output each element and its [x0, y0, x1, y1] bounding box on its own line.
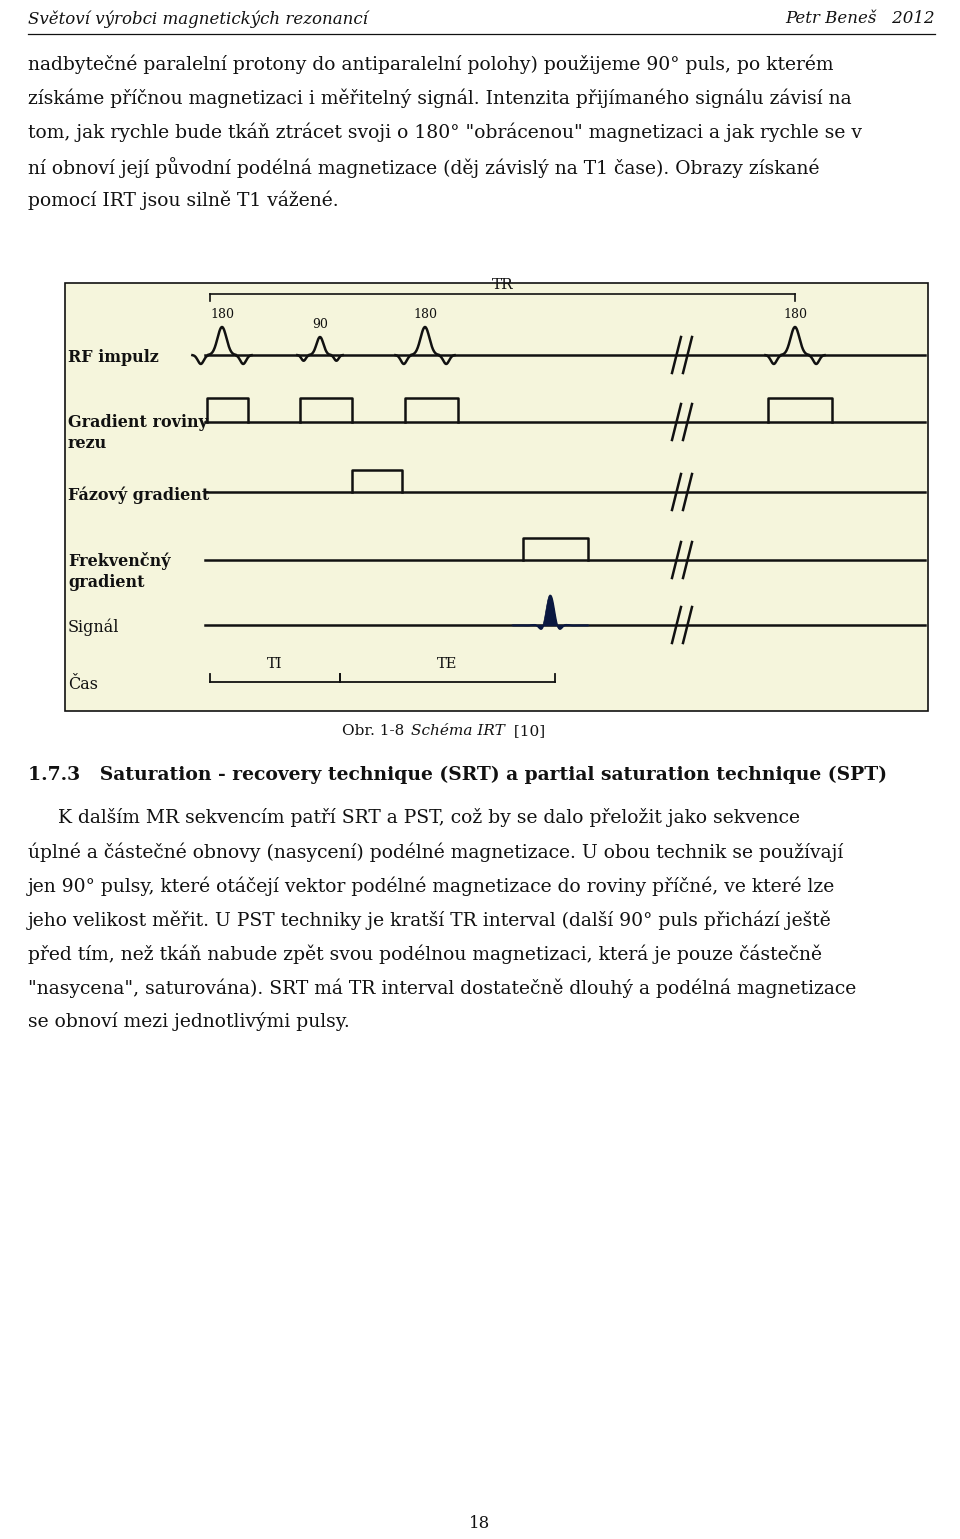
Text: Fázový gradient: Fázový gradient	[68, 486, 209, 503]
Text: 180: 180	[210, 308, 234, 322]
Text: před tím, než tkáň nabude zpět svou podélnou magnetizaci, která je pouze částečn: před tím, než tkáň nabude zpět svou podé…	[28, 943, 822, 963]
Text: Schéma IRT: Schéma IRT	[411, 723, 505, 739]
Bar	[65, 283, 928, 711]
Text: jeho velikost měřit. U PST techniky je kratší TR interval (další 90° puls přichá: jeho velikost měřit. U PST techniky je k…	[28, 910, 831, 930]
Text: 18: 18	[469, 1514, 491, 1531]
Text: Signál: Signál	[68, 619, 119, 637]
Text: RF impulz: RF impulz	[68, 349, 158, 366]
Text: K dalším MR sekvencím patří SRT a PST, což by se dalo přeložit jako sekvence: K dalším MR sekvencím patří SRT a PST, c…	[28, 808, 800, 826]
Text: TE: TE	[438, 657, 458, 671]
Text: Čas: Čas	[68, 676, 98, 693]
Text: jen 90° pulsy, které otáčejí vektor podélné magnetizace do roviny příčné, ve kte: jen 90° pulsy, které otáčejí vektor podé…	[28, 876, 835, 896]
Text: ní obnoví její původní podélná magnetizace (děj závislý na T1 čase). Obrazy získ: ní obnoví její původní podélná magnetiza…	[28, 157, 820, 179]
Text: TR: TR	[492, 279, 514, 292]
Text: 1.7.3   Saturation - recovery technique (SRT) a partial saturation technique (SP: 1.7.3 Saturation - recovery technique (S…	[28, 766, 887, 785]
Text: Petr Beneš   2012: Petr Beneš 2012	[785, 9, 935, 28]
Text: 90: 90	[312, 319, 328, 331]
Text: 180: 180	[413, 308, 437, 322]
Text: "nasycena", saturována). SRT má TR interval dostatečně dlouhý a podélná magnetiz: "nasycena", saturována). SRT má TR inter…	[28, 977, 856, 997]
Text: Gradient roviny
rezu: Gradient roviny rezu	[68, 414, 208, 452]
Text: Světoví výrobci magnetických rezonancí: Světoví výrobci magnetických rezonancí	[28, 9, 368, 28]
Text: nadbytečné paralelní protony do antiparalelní polohy) použijeme 90° puls, po kte: nadbytečné paralelní protony do antipara…	[28, 55, 833, 74]
Text: tom, jak rychle bude tkáň ztrácet svoji o 180° "obrácenou" magnetizaci a jak ryc: tom, jak rychle bude tkáň ztrácet svoji …	[28, 123, 862, 143]
Text: se obnoví mezi jednotlivými pulsy.: se obnoví mezi jednotlivými pulsy.	[28, 1013, 349, 1031]
Text: úplné a částečné obnovy (nasycení) podélné magnetizace. U obou technik se použív: úplné a částečné obnovy (nasycení) podél…	[28, 842, 843, 862]
Text: získáme příčnou magnetizaci i měřitelný signál. Intenzita přijímaného signálu zá: získáme příčnou magnetizaci i měřitelný …	[28, 89, 852, 109]
Text: [10]: [10]	[509, 723, 545, 739]
Text: Obr. 1-8: Obr. 1-8	[342, 723, 404, 739]
Text: 180: 180	[783, 308, 807, 322]
Text: Frekvenčný
gradient: Frekvenčný gradient	[68, 553, 171, 591]
Text: pomocí IRT jsou silně T1 vážené.: pomocí IRT jsou silně T1 vážené.	[28, 191, 339, 211]
Text: TI: TI	[267, 657, 283, 671]
